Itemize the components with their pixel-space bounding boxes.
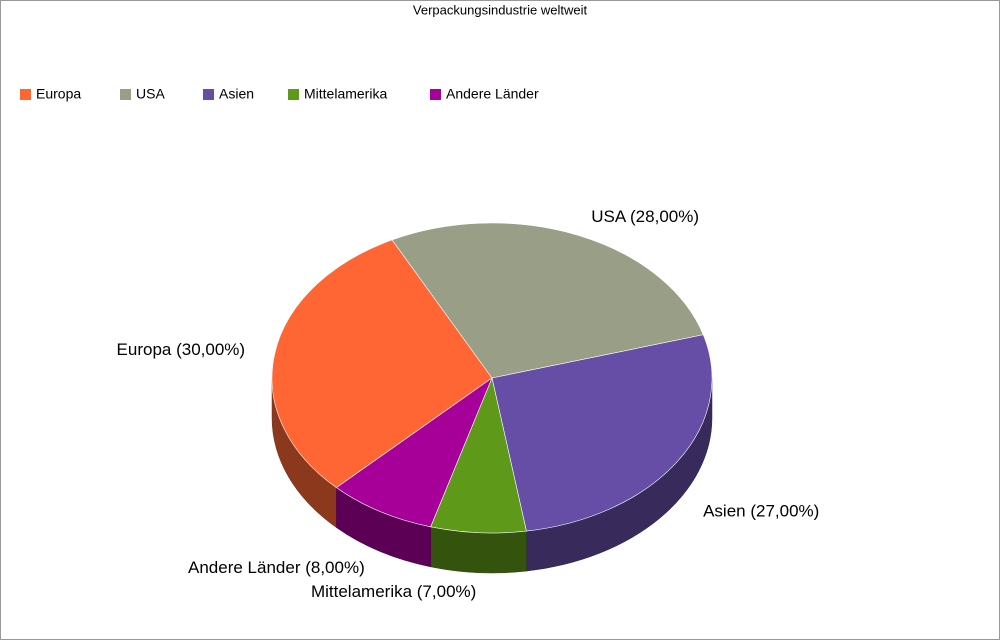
slice-label: Andere Länder (8,00%) xyxy=(188,558,365,577)
slice-label: Mittelamerika (7,00%) xyxy=(311,582,476,601)
legend-label: Andere Länder xyxy=(446,86,539,102)
slice-label: Asien (27,00%) xyxy=(703,501,819,520)
slice-side xyxy=(430,526,527,574)
slice-label: USA (28,00%) xyxy=(591,207,699,226)
slice xyxy=(271,239,493,488)
legend-label: Europa xyxy=(36,86,81,102)
legend-swatch xyxy=(120,89,131,100)
legend-swatch xyxy=(20,89,31,100)
pie-sides xyxy=(271,377,713,574)
pie-tops xyxy=(271,222,713,534)
slice xyxy=(491,334,713,532)
slice xyxy=(335,377,493,528)
legend-label: USA xyxy=(136,86,165,102)
legend-swatch xyxy=(288,89,299,100)
legend-swatch xyxy=(203,89,214,100)
slice xyxy=(391,222,704,379)
legend-label: Mittelamerika xyxy=(304,86,387,102)
chart-title: Verpackungsindustrie weltweit xyxy=(413,2,588,17)
legend-swatch xyxy=(430,89,441,100)
legend-label: Asien xyxy=(219,86,254,102)
slice-label: Europa (30,00%) xyxy=(117,340,246,359)
